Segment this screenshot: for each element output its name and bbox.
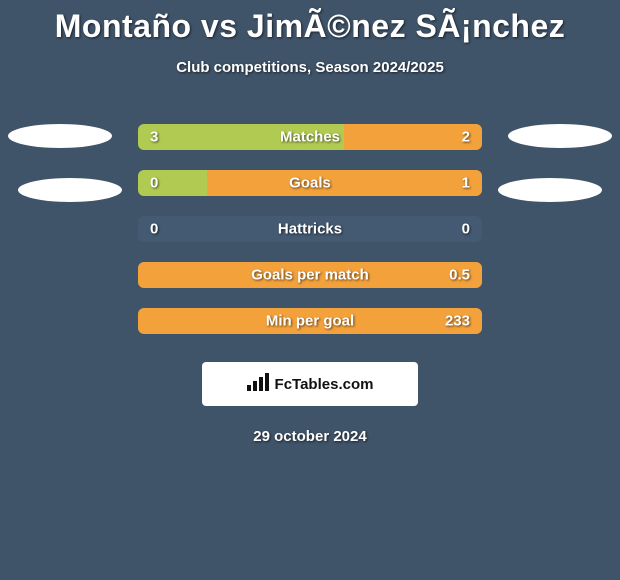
stat-bar: 0 0 Hattricks xyxy=(138,216,482,242)
bar-chart-icon xyxy=(247,373,269,396)
stats-block: 3 2 Matches 0 1 Goals 0 0 Hattricks 0.5 Goals per … xyxy=(0,114,620,344)
stat-bar: 0.5 Goals per match xyxy=(138,262,482,288)
page-subtitle: Club competitions, Season 2024/2025 xyxy=(0,59,620,76)
stat-value-left: 0 xyxy=(150,221,158,238)
photo-ellipse xyxy=(8,124,112,148)
photo-ellipse xyxy=(18,178,122,202)
stat-bar-right-fill xyxy=(207,170,482,196)
stat-value-right: 2 xyxy=(462,129,470,146)
photo-ellipse xyxy=(508,124,612,148)
stat-value-left: 3 xyxy=(150,129,158,146)
stat-bar: 233 Min per goal xyxy=(138,308,482,334)
date-label: 29 october 2024 xyxy=(0,428,620,445)
stat-label: Goals per match xyxy=(251,267,369,284)
stat-row: 0.5 Goals per match xyxy=(0,252,620,298)
stat-label: Hattricks xyxy=(278,221,342,238)
stat-value-right: 233 xyxy=(445,313,470,330)
source-text: FcTables.com xyxy=(275,376,374,393)
stat-row: 233 Min per goal xyxy=(0,298,620,344)
page-title: Montaño vs JimÃ©nez SÃ¡nchez xyxy=(0,0,620,45)
stat-label: Min per goal xyxy=(266,313,354,330)
stat-label: Matches xyxy=(280,129,340,146)
stat-bar-left-fill xyxy=(138,170,207,196)
stat-bar: 3 2 Matches xyxy=(138,124,482,150)
photo-ellipse xyxy=(498,178,602,202)
source-badge: FcTables.com xyxy=(202,362,418,406)
stat-bar: 0 1 Goals xyxy=(138,170,482,196)
stat-row: 0 0 Hattricks xyxy=(0,206,620,252)
stat-value-left: 0 xyxy=(150,175,158,192)
stat-value-right: 1 xyxy=(462,175,470,192)
comparison-infographic: Montaño vs JimÃ©nez SÃ¡nchez Club compet… xyxy=(0,0,620,580)
stat-value-right: 0 xyxy=(462,221,470,238)
stat-value-right: 0.5 xyxy=(449,267,470,284)
stat-label: Goals xyxy=(289,175,331,192)
